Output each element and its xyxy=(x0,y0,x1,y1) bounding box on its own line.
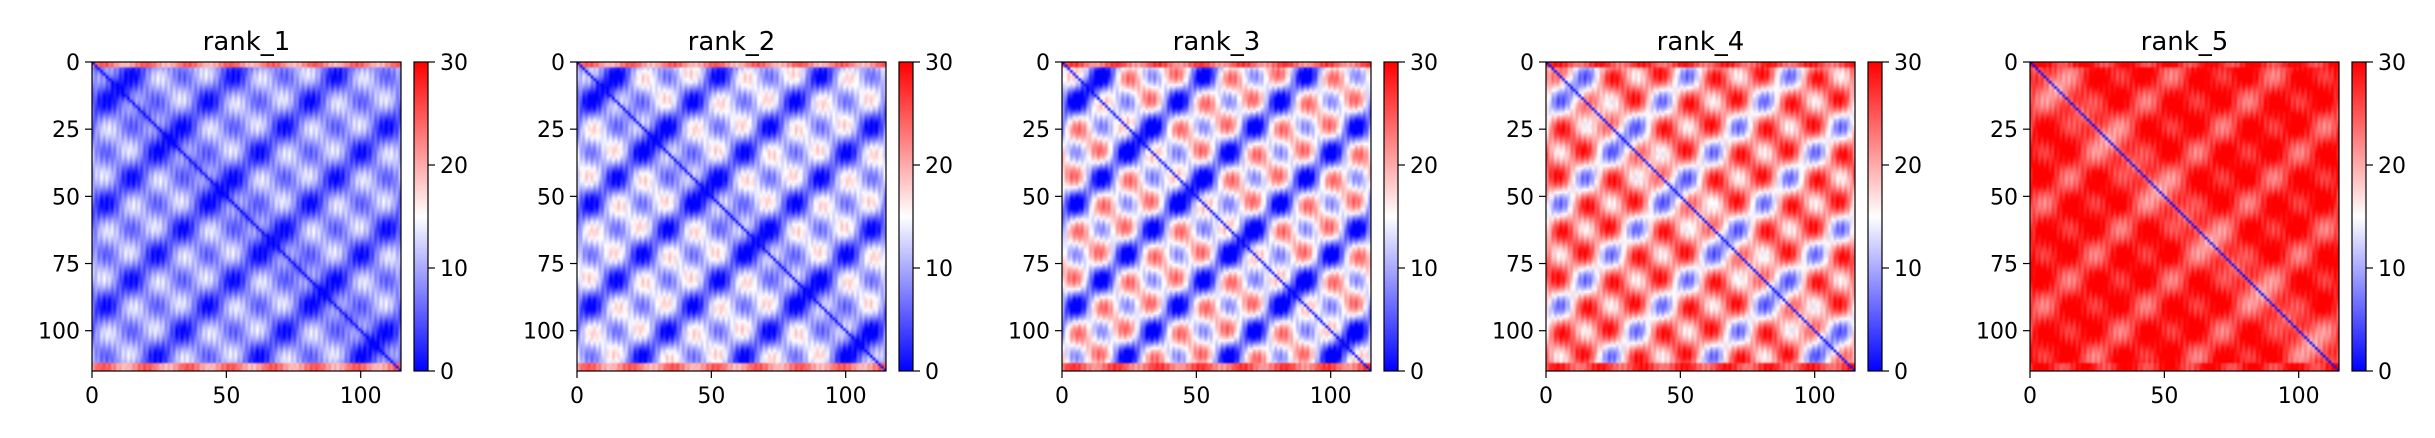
x-tick-label: 100 xyxy=(825,384,867,409)
heatmap-panel-2: rank_2 0 50 100 0 25 50 75 100 0 10 20 30 xyxy=(523,27,953,409)
y-tick-label: 0 xyxy=(2004,51,2018,76)
heatmap-frame xyxy=(91,61,402,372)
y-tick-label: 0 xyxy=(66,51,80,76)
colorbar-tick-label: 20 xyxy=(440,154,468,179)
x-tick-label: 50 xyxy=(697,384,725,409)
x-tick-label: 0 xyxy=(2023,384,2037,409)
colorbar-tick-label: 20 xyxy=(925,154,953,179)
x-tick-label: 0 xyxy=(1539,384,1553,409)
y-tick-label: 75 xyxy=(1990,253,2018,278)
heatmap-frame xyxy=(1545,61,1856,372)
y-tick-label: 75 xyxy=(537,253,565,278)
heatmap-panel-5: rank_5 0 50 100 0 25 50 75 100 0 10 20 30 xyxy=(1976,27,2406,409)
colorbar-tick-label: 0 xyxy=(1894,360,1908,385)
chart-title: rank_2 xyxy=(688,27,776,57)
y-tick-label: 50 xyxy=(537,185,565,210)
heatmap-image xyxy=(577,62,886,371)
x-tick-label: 100 xyxy=(1794,384,1836,409)
x-tick-label: 0 xyxy=(1055,384,1069,409)
colorbar-tick-label: 0 xyxy=(925,360,939,385)
colorbar xyxy=(2351,61,2367,372)
heatmap-image xyxy=(1062,62,1371,371)
x-tick-label: 0 xyxy=(570,384,584,409)
colorbar-tick-label: 10 xyxy=(2378,257,2406,282)
y-tick-label: 25 xyxy=(52,118,80,143)
chart-title: rank_3 xyxy=(1173,27,1261,57)
x-tick-label: 50 xyxy=(1666,384,1694,409)
y-tick-label: 0 xyxy=(1036,51,1050,76)
heatmap-frame xyxy=(576,61,887,372)
x-tick-label: 50 xyxy=(1182,384,1210,409)
heatmap-panel-4: rank_4 0 50 100 0 25 50 75 100 0 10 20 30 xyxy=(1492,27,1922,409)
y-tick-label: 25 xyxy=(1990,118,2018,143)
colorbar xyxy=(1867,61,1883,372)
x-tick-label: 50 xyxy=(2150,384,2178,409)
colorbar xyxy=(1383,61,1399,372)
colorbar-tick-label: 30 xyxy=(2378,51,2406,76)
chart-title: rank_5 xyxy=(2141,27,2229,57)
colorbar-tick-label: 10 xyxy=(925,257,953,282)
colorbar-tick-label: 30 xyxy=(440,51,468,76)
colorbar-tick-label: 30 xyxy=(1894,51,1922,76)
y-tick-label: 75 xyxy=(52,253,80,278)
y-tick-label: 25 xyxy=(1022,118,1050,143)
colorbar-tick-label: 0 xyxy=(1410,360,1424,385)
y-tick-label: 100 xyxy=(38,320,80,345)
y-tick-label: 75 xyxy=(1022,253,1050,278)
x-tick-label: 50 xyxy=(212,384,240,409)
colorbar-tick-label: 20 xyxy=(1894,154,1922,179)
y-tick-label: 100 xyxy=(1008,320,1050,345)
colorbar xyxy=(413,61,429,372)
heatmap-image xyxy=(92,62,401,371)
heatmap-frame xyxy=(2029,61,2340,372)
y-tick-label: 50 xyxy=(1506,185,1534,210)
chart-title: rank_1 xyxy=(203,27,291,57)
colorbar-tick-label: 10 xyxy=(440,257,468,282)
x-tick-label: 0 xyxy=(85,384,99,409)
heatmap-frame xyxy=(1061,61,1372,372)
x-tick-label: 100 xyxy=(1310,384,1352,409)
y-tick-label: 0 xyxy=(1520,51,1534,76)
heatmap-image xyxy=(1546,62,1855,371)
colorbar-tick-label: 30 xyxy=(1410,51,1438,76)
colorbar-tick-label: 10 xyxy=(1894,257,1922,282)
colorbar xyxy=(898,61,914,372)
y-tick-label: 100 xyxy=(1976,320,2018,345)
y-tick-label: 75 xyxy=(1506,253,1534,278)
colorbar-tick-label: 20 xyxy=(1410,154,1438,179)
y-tick-label: 50 xyxy=(1022,185,1050,210)
y-tick-label: 50 xyxy=(1990,185,2018,210)
colorbar-tick-label: 30 xyxy=(925,51,953,76)
heatmap-panel-1: rank_1 0 50 100 0 25 50 75 100 0 10 20 30 xyxy=(38,27,468,409)
y-tick-label: 50 xyxy=(52,185,80,210)
x-tick-label: 100 xyxy=(340,384,382,409)
heatmap-panel-3: rank_3 0 50 100 0 25 50 75 100 0 10 20 30 xyxy=(1008,27,1438,409)
chart-title: rank_4 xyxy=(1657,27,1745,57)
x-tick-label: 100 xyxy=(2278,384,2320,409)
y-tick-label: 25 xyxy=(1506,118,1534,143)
colorbar-tick-label: 10 xyxy=(1410,257,1438,282)
y-tick-label: 100 xyxy=(523,320,565,345)
y-tick-label: 0 xyxy=(551,51,565,76)
colorbar-tick-label: 0 xyxy=(2378,360,2392,385)
y-tick-label: 25 xyxy=(537,118,565,143)
colorbar-tick-label: 0 xyxy=(440,360,454,385)
y-tick-label: 100 xyxy=(1492,320,1534,345)
colorbar-tick-label: 20 xyxy=(2378,154,2406,179)
heatmap-image xyxy=(2030,62,2339,371)
